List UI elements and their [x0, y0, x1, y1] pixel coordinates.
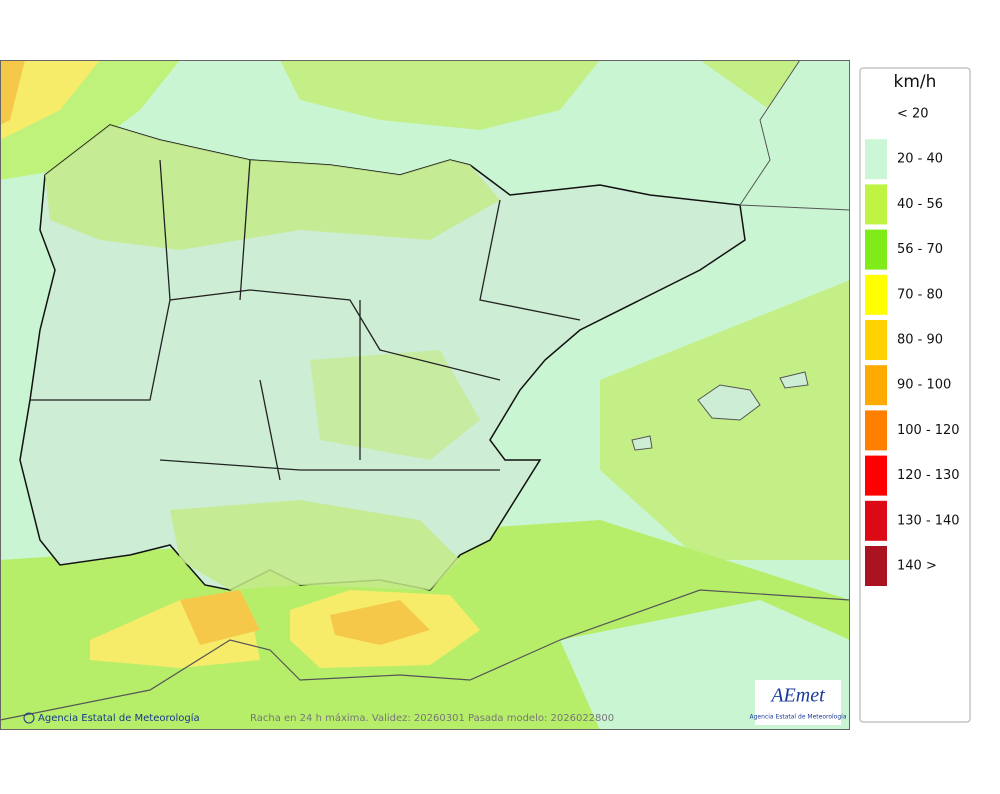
legend-swatch	[865, 139, 887, 180]
wind-zone	[600, 280, 850, 560]
wind-zone	[45, 125, 500, 250]
wind-zone	[0, 60, 100, 140]
legend-swatch	[865, 410, 887, 451]
legend	[859, 67, 971, 723]
legend-label: 100 - 120	[897, 423, 960, 438]
copyright-icon	[23, 712, 35, 724]
africa-coast	[0, 589, 850, 721]
legend-swatch	[865, 455, 887, 496]
logo-subtitle: Agencia Estatal de Meteorología	[750, 714, 847, 721]
island	[779, 371, 809, 389]
island	[697, 384, 761, 421]
legend-label: 120 - 130	[897, 468, 960, 483]
island	[631, 435, 653, 451]
logo-name: AEmet	[769, 685, 825, 707]
map-frame	[0, 60, 850, 730]
wind-zone	[310, 350, 480, 460]
caption: Racha en 24 h máxima. Validez: 20260301 …	[250, 712, 614, 724]
legend-swatch	[865, 229, 887, 270]
wind-zone	[170, 500, 460, 590]
france-coast	[739, 60, 850, 211]
legend-label: 56 - 70	[897, 242, 943, 257]
legend-label: 40 - 56	[897, 197, 943, 212]
legend-label: 70 - 80	[897, 287, 943, 302]
legend-label: 80 - 90	[897, 333, 943, 348]
credit: Agencia Estatal de Meteorología	[38, 712, 200, 724]
legend-swatch	[865, 274, 887, 315]
wind-zone	[330, 600, 430, 645]
wind-zone	[280, 60, 600, 130]
legend-swatch	[865, 500, 887, 541]
wind-zone	[180, 590, 260, 645]
map	[0, 60, 850, 730]
legend-unit: km/h	[894, 72, 937, 92]
legend-label: 130 - 140	[897, 513, 960, 528]
wind-zone	[0, 60, 25, 125]
region-border	[30, 159, 581, 481]
legend-swatch	[865, 320, 887, 360]
legend-swatch	[865, 365, 887, 406]
legend-items: < 20 20 - 40 40 - 56 56 - 70 70 - 80 80 - 90 9…	[865, 107, 960, 586]
legend-label: 20 - 40	[897, 152, 943, 167]
legend-label: 140 >	[897, 559, 937, 574]
logo	[755, 680, 841, 725]
legend-swatch	[865, 546, 887, 586]
legend-label: 90 - 100	[897, 378, 951, 393]
legend-swatch	[865, 184, 887, 225]
legend-label: < 20	[897, 107, 929, 122]
